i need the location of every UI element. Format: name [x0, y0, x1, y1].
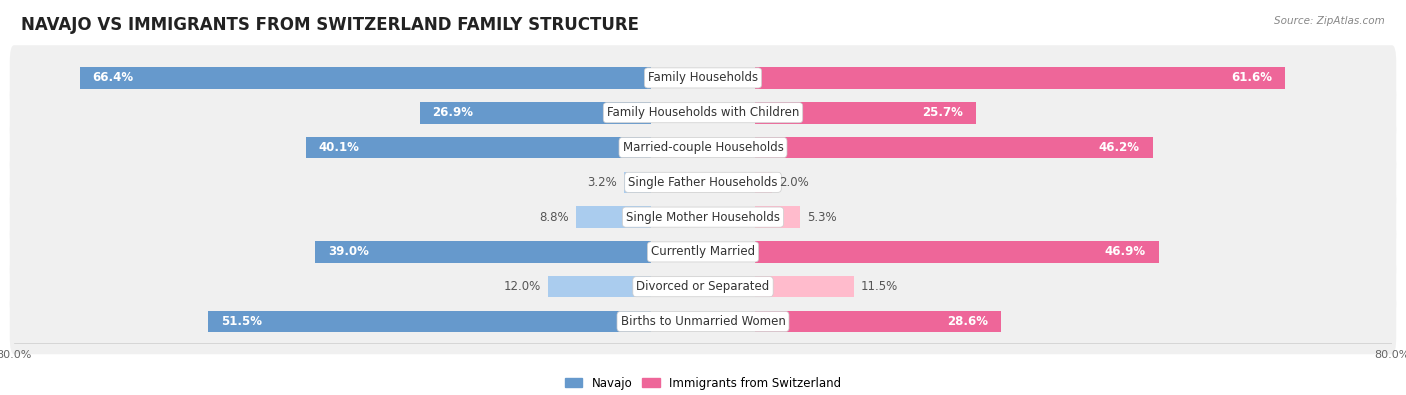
Bar — [575, 206, 651, 228]
Text: 3.2%: 3.2% — [588, 176, 617, 189]
Text: Single Mother Households: Single Mother Households — [626, 211, 780, 224]
Bar — [755, 311, 1001, 332]
Bar — [315, 241, 651, 263]
Text: Divorced or Separated: Divorced or Separated — [637, 280, 769, 293]
Text: 2.0%: 2.0% — [779, 176, 808, 189]
Text: 46.2%: 46.2% — [1098, 141, 1140, 154]
FancyBboxPatch shape — [10, 184, 1396, 250]
Text: 8.8%: 8.8% — [538, 211, 568, 224]
Bar — [80, 67, 651, 89]
Text: 28.6%: 28.6% — [948, 315, 988, 328]
Bar — [548, 276, 651, 297]
Text: Married-couple Households: Married-couple Households — [623, 141, 783, 154]
Text: 46.9%: 46.9% — [1105, 245, 1146, 258]
Text: 5.3%: 5.3% — [807, 211, 837, 224]
FancyBboxPatch shape — [10, 150, 1396, 215]
Text: Births to Unmarried Women: Births to Unmarried Women — [620, 315, 786, 328]
FancyBboxPatch shape — [10, 45, 1396, 111]
Text: 12.0%: 12.0% — [503, 280, 541, 293]
FancyBboxPatch shape — [10, 254, 1396, 320]
Text: NAVAJO VS IMMIGRANTS FROM SWITZERLAND FAMILY STRUCTURE: NAVAJO VS IMMIGRANTS FROM SWITZERLAND FA… — [21, 16, 640, 34]
Text: Family Households with Children: Family Households with Children — [607, 106, 799, 119]
Text: Single Father Households: Single Father Households — [628, 176, 778, 189]
Text: Source: ZipAtlas.com: Source: ZipAtlas.com — [1274, 16, 1385, 26]
Bar — [755, 137, 1153, 158]
Bar — [755, 241, 1159, 263]
Text: 51.5%: 51.5% — [221, 315, 262, 328]
Bar — [419, 102, 651, 124]
FancyBboxPatch shape — [10, 219, 1396, 285]
Text: 39.0%: 39.0% — [329, 245, 370, 258]
Bar — [755, 276, 853, 297]
Text: 11.5%: 11.5% — [860, 280, 898, 293]
Text: Family Households: Family Households — [648, 71, 758, 85]
Bar — [755, 206, 800, 228]
Bar — [755, 67, 1285, 89]
Text: 40.1%: 40.1% — [319, 141, 360, 154]
Text: 61.6%: 61.6% — [1232, 71, 1272, 85]
Text: Currently Married: Currently Married — [651, 245, 755, 258]
FancyBboxPatch shape — [10, 80, 1396, 145]
Bar — [624, 171, 651, 193]
Text: 66.4%: 66.4% — [93, 71, 134, 85]
Text: 26.9%: 26.9% — [433, 106, 474, 119]
Bar — [755, 171, 772, 193]
FancyBboxPatch shape — [10, 289, 1396, 354]
Bar — [208, 311, 651, 332]
FancyBboxPatch shape — [10, 115, 1396, 180]
Bar — [307, 137, 651, 158]
Bar — [755, 102, 976, 124]
Text: 25.7%: 25.7% — [922, 106, 963, 119]
Legend: Navajo, Immigrants from Switzerland: Navajo, Immigrants from Switzerland — [560, 372, 846, 394]
